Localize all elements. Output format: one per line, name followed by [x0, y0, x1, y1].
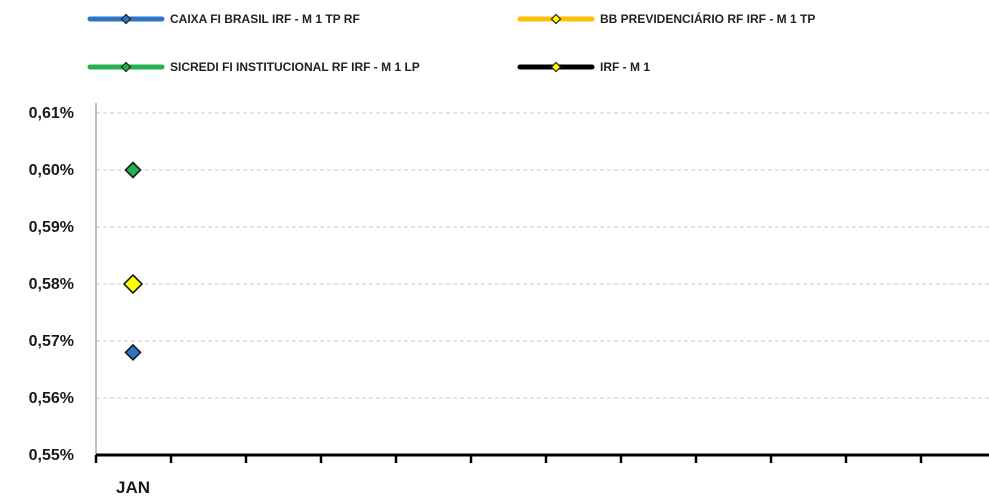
gridlines: [96, 112, 989, 399]
x-axis: JAN: [94, 453, 989, 497]
legend: CAIXA FI BRASIL IRF - M 1 TP RF BB PREVID…: [87, 11, 815, 74]
data-point-caixa-fi-brasil-irf-m-1-tp-rf-0: [124, 343, 142, 362]
data-point-irf-m-1-0: [122, 273, 144, 295]
x-tick-label: JAN: [116, 478, 150, 497]
y-tick-label: 0,55%: [29, 447, 74, 464]
y-axis: 0,55% 0,56% 0,57% 0,58% 0,59% 0,60% 0,61%: [29, 103, 97, 464]
legend-item-sicredi-fi-institucional-rf-irf-m-1-lp: SICREDI FI INSTITUCIONAL RF IRF - M 1 LP: [87, 60, 420, 74]
y-tick-label: 0,56%: [29, 390, 74, 407]
y-tick-label: 0,61%: [29, 105, 74, 122]
legend-swatch-marker: [550, 13, 562, 25]
y-tick-label: 0,60%: [29, 162, 74, 179]
y-tick-label: 0,57%: [29, 333, 74, 350]
legend-item-caixa-fi-brasil-irf-m-1-tp-rf: CAIXA FI BRASIL IRF - M 1 TP RF: [87, 12, 360, 26]
y-tick-label: 0,59%: [29, 219, 74, 236]
legend-swatch-marker: [550, 61, 562, 73]
legend-label: SICREDI FI INSTITUCIONAL RF IRF - M 1 LP: [170, 60, 420, 74]
legend-swatch-marker: [120, 13, 132, 25]
data-point-sicredi-fi-institucional-rf-irf-m-1-lp-0: [124, 161, 142, 179]
y-tick-label: 0,58%: [29, 276, 74, 293]
legend-label: CAIXA FI BRASIL IRF - M 1 TP RF: [170, 12, 360, 26]
legend-label: BB PREVIDENCIÁRIO RF IRF - M 1 TP: [600, 11, 815, 26]
legend-item-bb-previdenci-rio-rf-irf-m-1-tp: BB PREVIDENCIÁRIO RF IRF - M 1 TP: [517, 11, 815, 26]
legend-swatch-marker: [120, 61, 132, 73]
data-points: [122, 161, 144, 362]
legend-item-irf-m-1: IRF - M 1: [517, 60, 650, 74]
legend-label: IRF - M 1: [600, 60, 650, 74]
